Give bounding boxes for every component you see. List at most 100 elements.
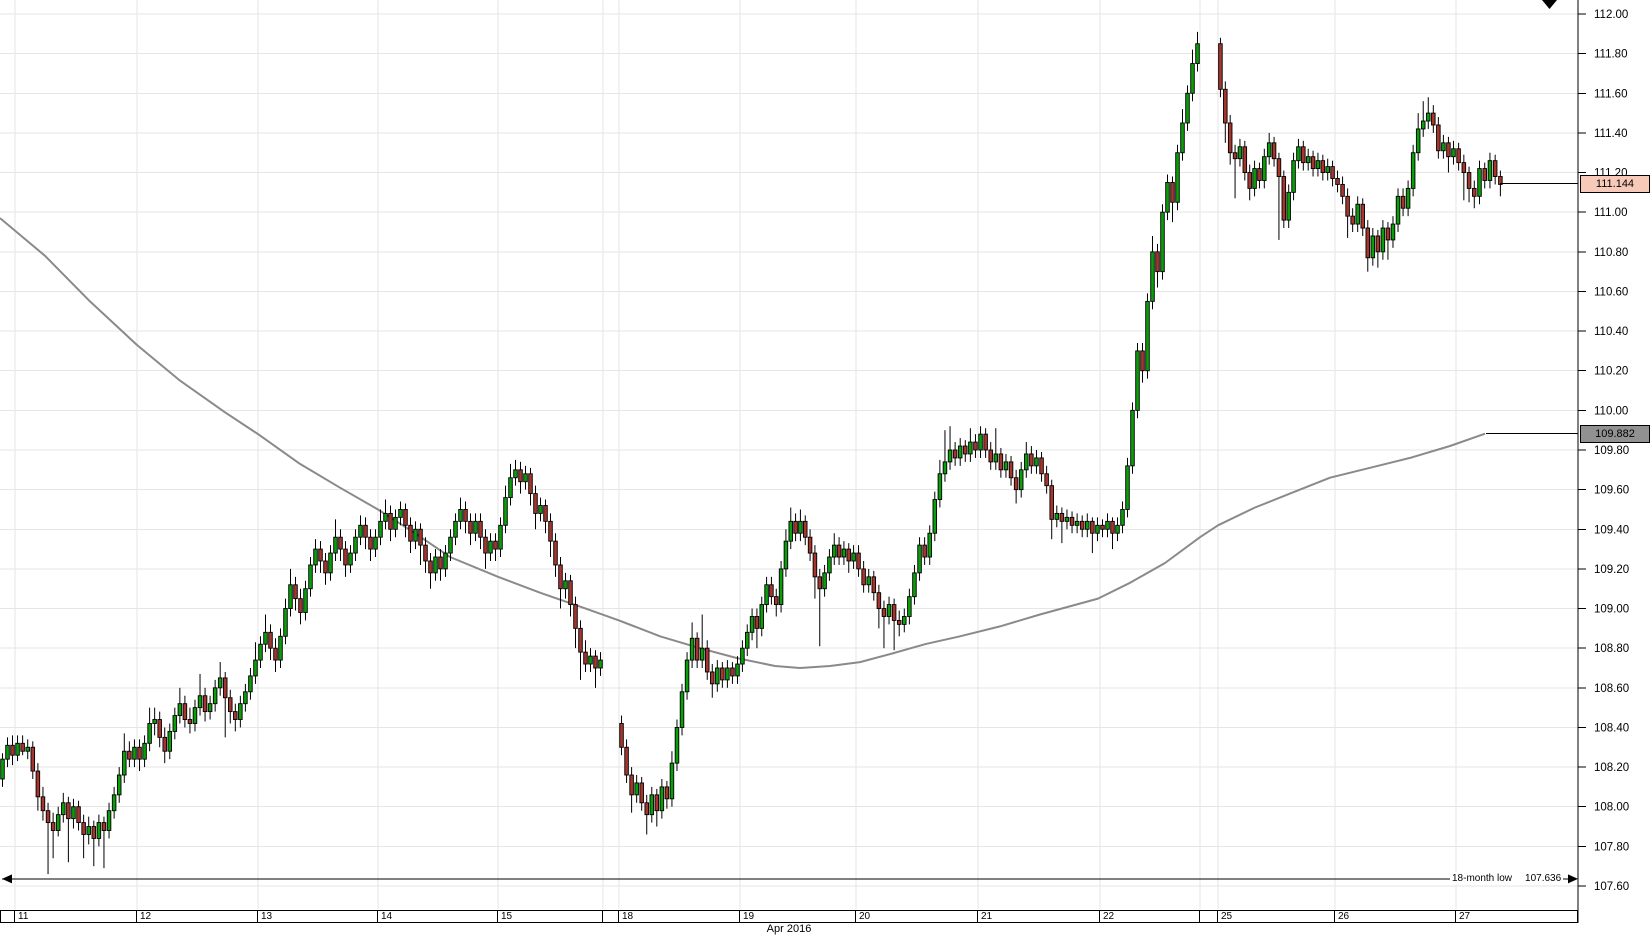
candle	[308, 564, 313, 590]
candle	[1330, 166, 1335, 179]
candle	[1441, 142, 1446, 152]
candle	[1431, 112, 1436, 126]
candle	[1420, 120, 1426, 130]
candle	[248, 675, 253, 693]
candle	[323, 560, 328, 574]
candles-day-11	[15, 733, 137, 875]
candle	[25, 746, 30, 752]
candle	[1301, 146, 1306, 164]
candle	[1325, 166, 1330, 173]
candle	[76, 806, 81, 824]
candle	[1482, 168, 1487, 181]
candle	[871, 576, 877, 594]
candle	[338, 536, 343, 550]
candle	[876, 592, 882, 609]
candle	[353, 536, 358, 554]
candle	[438, 556, 443, 570]
candle	[629, 774, 634, 796]
candle	[740, 647, 745, 665]
candles-day-26	[1335, 97, 1456, 272]
ma-value-flag: 109.882	[1580, 425, 1650, 443]
candle	[1436, 124, 1441, 152]
candle	[1100, 524, 1105, 530]
candle	[1271, 142, 1277, 160]
candle	[1155, 251, 1160, 273]
candle	[1190, 63, 1195, 94]
candle	[157, 719, 162, 738]
candle	[1410, 152, 1416, 189]
candle	[433, 556, 438, 574]
low-line-right-arrow-icon	[1568, 874, 1578, 884]
candle	[861, 568, 866, 586]
candle	[583, 651, 588, 665]
candle	[1305, 156, 1311, 164]
moving-average-line[interactable]	[0, 217, 1486, 669]
candle	[769, 584, 774, 598]
candle	[1160, 211, 1165, 273]
candle	[253, 659, 258, 677]
candle	[288, 584, 293, 609]
candle	[132, 746, 137, 760]
candles-day-20	[856, 426, 978, 651]
candle	[891, 604, 897, 621]
candle	[1276, 158, 1282, 177]
candles-day-12	[137, 642, 258, 772]
candle	[1370, 235, 1376, 259]
candle	[788, 520, 794, 542]
price-label: 110.00	[1594, 405, 1628, 417]
candle	[942, 461, 948, 475]
price-label: 107.80	[1594, 841, 1629, 853]
candle	[423, 544, 428, 562]
candle	[988, 449, 993, 463]
candle	[45, 810, 51, 824]
candles-day-27	[1456, 142, 1503, 209]
price-tick-labels: 112.00111.80111.60111.40111.20111.00110.…	[1594, 9, 1629, 893]
candle	[177, 703, 183, 717]
candle	[1286, 191, 1291, 221]
candle	[822, 572, 827, 590]
candle	[428, 560, 433, 574]
price-label: 107.60	[1594, 881, 1629, 893]
candle	[1227, 122, 1233, 154]
candle	[55, 814, 61, 831]
price-label: 111.40	[1594, 128, 1627, 140]
candle	[86, 826, 91, 835]
candle	[952, 449, 958, 459]
candle	[1195, 43, 1200, 64]
candle	[378, 520, 383, 538]
candle	[152, 719, 157, 724]
candle	[20, 742, 25, 752]
candle	[398, 509, 403, 518]
candle	[1049, 485, 1054, 520]
candle	[1218, 43, 1223, 90]
candle	[710, 671, 715, 685]
candle	[0, 758, 5, 780]
candle	[1375, 235, 1381, 253]
low-annotation-label: 18-month low	[1452, 873, 1513, 884]
date-cell-25: 25	[1217, 910, 1335, 923]
candle	[886, 604, 892, 617]
candles-day-14	[378, 497, 498, 589]
price-label: 109.60	[1594, 485, 1629, 497]
candle	[593, 655, 598, 669]
candle	[1390, 223, 1396, 241]
date-cell-12: 12	[136, 910, 258, 923]
candle	[1400, 195, 1406, 209]
candle	[202, 695, 208, 713]
date-axis[interactable]: 11 12 13 14 15 18 19 20 21 22 25 26 27	[0, 910, 1578, 923]
candle	[233, 711, 238, 720]
candle	[563, 580, 568, 590]
candle	[498, 524, 503, 550]
candle	[111, 794, 117, 812]
ma-value: 109.882	[1595, 428, 1635, 440]
candle	[937, 473, 943, 500]
candle	[634, 782, 639, 796]
candle	[1064, 516, 1070, 522]
candle	[588, 655, 593, 665]
candle	[508, 477, 513, 499]
candle	[1079, 520, 1085, 530]
candle	[798, 520, 803, 534]
candle	[1130, 409, 1135, 467]
candle	[413, 528, 418, 542]
